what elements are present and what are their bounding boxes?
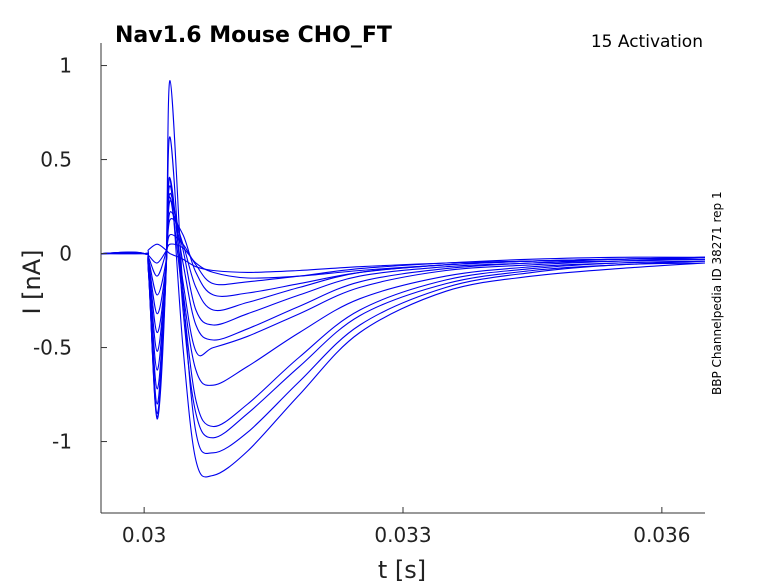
trace-line-9 [100, 177, 706, 390]
y-tick-label: -0.5 [33, 336, 72, 360]
chart-title: Nav1.6 Mouse CHO_FT [115, 23, 392, 48]
trace-line-13 [100, 176, 706, 478]
ticks: 0.03 0.033 0.036 1 0.5 0 -0.5 -1 [33, 54, 691, 547]
x-tick-label: 0.033 [374, 523, 431, 547]
axes [100, 43, 705, 514]
trace-line-6 [100, 200, 706, 334]
y-tick-label: 0 [59, 242, 72, 266]
x-tick-label: 0.036 [633, 523, 690, 547]
traces [100, 80, 706, 478]
x-tick-label: 0.03 [122, 523, 167, 547]
y-tick-label: 1 [59, 54, 72, 78]
chart-subtitle: 15 Activation [591, 32, 703, 52]
x-axis-label: t [s] [378, 556, 426, 583]
trace-line-8 [100, 185, 706, 371]
y-axis-label: I [nA] [18, 249, 46, 314]
trace-line-7 [100, 192, 706, 352]
trace-line-5 [100, 211, 706, 315]
y-tick-label: -1 [52, 430, 72, 454]
y-tick-label: 0.5 [40, 148, 72, 172]
trace-line-3 [100, 233, 706, 286]
source-label: BBP Channelpedia ID 38271 rep 1 [710, 191, 724, 395]
